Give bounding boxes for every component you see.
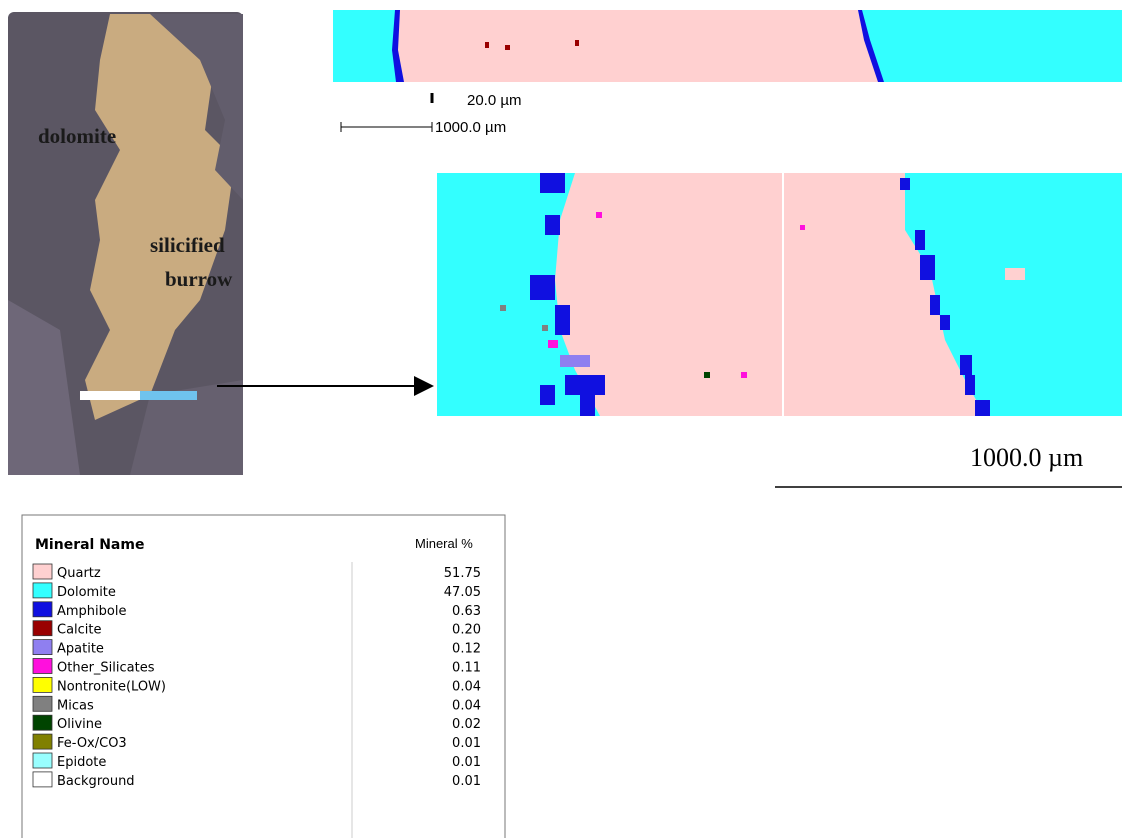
mineral-percent: 0.01 (452, 755, 481, 770)
swatch (33, 602, 52, 617)
mineral-table: Mineral Name Mineral % Quartz 51.75 Dolomi… (22, 515, 505, 838)
mineral-name: Dolomite (57, 585, 116, 600)
photo-label: burrow (165, 267, 233, 291)
photo-label: dolomite (38, 124, 116, 148)
mineral-name: Other_Silicates (57, 661, 155, 676)
swatch (33, 583, 52, 598)
mineral-name: Micas (57, 698, 94, 713)
swatch (33, 715, 52, 730)
swatch (33, 659, 52, 674)
mineral-name: Epidote (57, 755, 106, 770)
swatch (33, 677, 52, 692)
mineral-percent: 0.12 (452, 642, 481, 657)
swatch (33, 564, 52, 579)
swatch (33, 772, 52, 787)
scale-label: 1000.0 µm (435, 119, 506, 136)
scale-label: 20.0 µm (467, 92, 522, 109)
mineral-name: Quartz (57, 566, 101, 581)
swatch (33, 753, 52, 768)
mineral-map-top (333, 10, 1122, 82)
mineral-percent: 0.63 (452, 604, 481, 619)
page: { "photo": {"label_dolomite": "dolomite"… (0, 0, 1122, 838)
mineral-name: Fe-Ox/CO3 (57, 736, 127, 751)
mineral-percent: 51.75 (444, 566, 481, 581)
mineral-name: Background (57, 774, 135, 789)
mineral-percent: 0.11 (452, 661, 481, 676)
mineral-percent: 0.20 (452, 623, 481, 638)
mineral-percent: 47.05 (444, 585, 481, 600)
photo-label: silicified (150, 233, 225, 257)
table-header: Mineral % (415, 536, 473, 551)
figure: dolomite silicified burrow 20.0 µm 1000.… (0, 0, 1122, 838)
swatch (33, 640, 52, 655)
mineral-name: Apatite (57, 642, 104, 657)
table-header: Mineral Name (35, 537, 144, 553)
core-photo: dolomite silicified burrow (8, 12, 243, 475)
mineral-percent: 0.02 (452, 717, 481, 732)
mineral-percent: 0.01 (452, 736, 481, 751)
mineral-name: Nontronite(LOW) (57, 679, 166, 694)
mineral-percent: 0.01 (452, 774, 481, 789)
swatch (33, 621, 52, 636)
mineral-percent: 0.04 (452, 698, 481, 713)
scale-label: 1000.0 µm (970, 443, 1083, 472)
mineral-map-bottom (437, 173, 1122, 416)
mineral-name: Calcite (57, 623, 102, 638)
mineral-name: Amphibole (57, 604, 126, 619)
swatch (33, 734, 52, 749)
mineral-percent: 0.04 (452, 679, 481, 694)
swatch (33, 696, 52, 711)
mineral-name: Olivine (57, 717, 102, 732)
